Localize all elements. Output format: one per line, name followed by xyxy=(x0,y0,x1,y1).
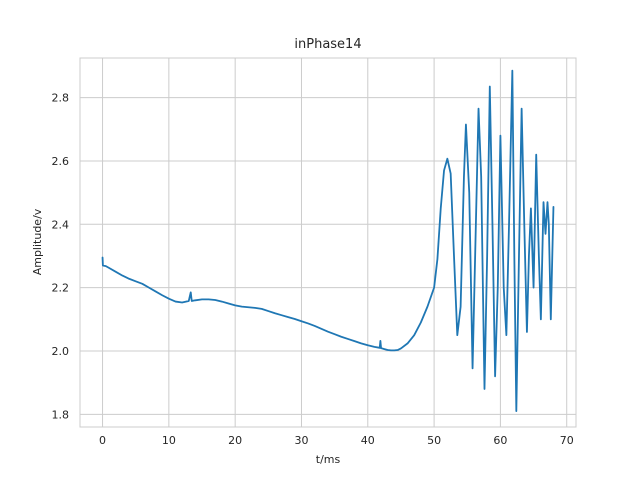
x-tick-label: 0 xyxy=(99,434,106,447)
x-tick-label: 20 xyxy=(228,434,242,447)
y-tick-label: 2.0 xyxy=(52,345,70,358)
x-tick-label: 70 xyxy=(560,434,574,447)
x-tick-label: 30 xyxy=(294,434,308,447)
x-tick-label: 60 xyxy=(493,434,507,447)
y-tick-label: 2.2 xyxy=(52,282,70,295)
y-tick-label: 2.6 xyxy=(52,155,70,168)
y-tick-label: 2.8 xyxy=(52,92,70,105)
y-tick-label: 1.8 xyxy=(52,408,70,421)
y-axis-label: Amplitude/v xyxy=(31,208,44,275)
x-axis-label: t/ms xyxy=(316,453,341,466)
x-tick-label: 40 xyxy=(361,434,375,447)
y-tick-labels: 1.8 2.0 2.2 2.4 2.6 2.8 xyxy=(52,92,70,422)
y-tick-label: 2.4 xyxy=(52,218,70,231)
plot-frame xyxy=(79,57,577,428)
x-tick-label: 10 xyxy=(162,434,176,447)
chart-title: inPhase14 xyxy=(294,37,361,52)
series-line xyxy=(101,69,555,413)
series-lines xyxy=(101,69,555,413)
x-tick-label: 50 xyxy=(427,434,441,447)
gridlines xyxy=(80,58,576,427)
x-tick-labels: 0 10 20 30 40 50 60 70 xyxy=(99,434,574,447)
plot-background xyxy=(80,58,576,427)
